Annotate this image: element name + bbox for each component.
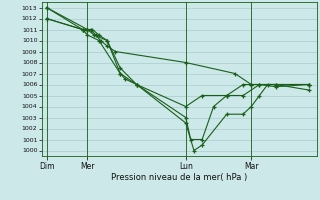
X-axis label: Pression niveau de la mer( hPa ): Pression niveau de la mer( hPa )	[111, 173, 247, 182]
